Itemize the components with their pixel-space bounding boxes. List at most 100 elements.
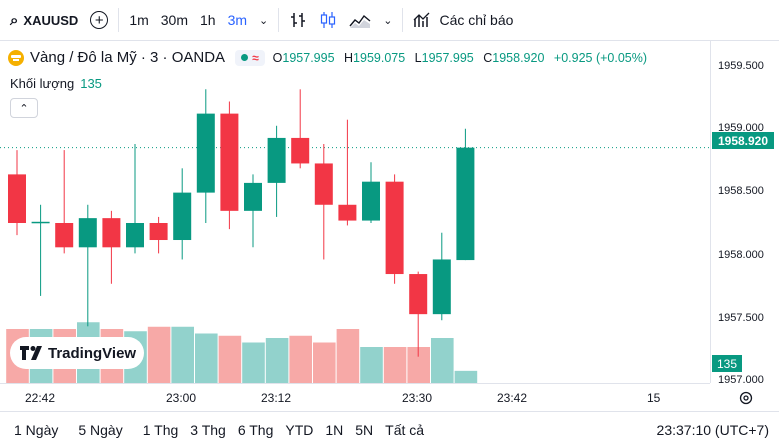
low-value: 1957.995 [421, 50, 474, 65]
candle-body [456, 147, 475, 261]
candle-body [267, 137, 286, 183]
bar-style-icon [291, 13, 306, 27]
chevron-down-icon[interactable]: ⌄ [259, 14, 269, 27]
status-dot-icon [241, 54, 249, 61]
volume-bar [360, 347, 383, 383]
approx-icon: ≈ [252, 50, 259, 65]
volume-legend: Khối lượng 135 [10, 76, 102, 91]
price-tick: 1959.500 [718, 60, 764, 72]
volume-bar [242, 342, 265, 383]
area-style-button[interactable] [343, 0, 377, 41]
candle-body [149, 223, 168, 241]
close-key: C [483, 50, 493, 65]
range-bar: 1 Ngày 5 Ngày 1 Thg 3 Thg 6 Thg YTD 1N 5… [0, 411, 779, 448]
bars-style-button[interactable] [283, 0, 313, 41]
market-status-badge[interactable]: ≈ [235, 49, 265, 66]
range-1d[interactable]: 1 Ngày [14, 422, 59, 438]
collapse-legend-button[interactable]: ⌃ [10, 98, 38, 118]
last-price-tag: 1958.920 [712, 132, 774, 149]
volume-bar [407, 347, 430, 383]
time-tick: 15 [647, 391, 661, 405]
clock[interactable]: 23:37:10 (UTC+7) [656, 422, 769, 438]
candle-body [291, 137, 310, 164]
ohlc-values: O1957.995 H1959.075 L1957.995 C1958.920 … [273, 51, 647, 65]
range-all[interactable]: Tất cả [385, 422, 425, 438]
chevron-down-icon[interactable]: ⌄ [383, 14, 393, 27]
symbol-label: XAUUSD [23, 12, 79, 28]
indicators-label: Các chỉ báo [439, 12, 514, 28]
price-tick: 1958.000 [718, 249, 764, 261]
interval-1h[interactable]: 1h [200, 12, 216, 28]
price-tick: 1958.500 [718, 185, 764, 197]
compare-button[interactable]: + [84, 0, 114, 41]
candle-body [220, 113, 239, 211]
high-value: 1959.075 [353, 50, 406, 65]
low-key: L [414, 50, 422, 65]
time-tick: 23:30 [402, 391, 433, 405]
symbol-title[interactable]: Vàng / Đô la Mỹ · 3 · OANDA [30, 49, 226, 66]
volume-bar [431, 338, 454, 383]
candle-body [409, 274, 428, 315]
volume-label: Khối lượng [10, 76, 75, 91]
interval-30m[interactable]: 30m [160, 12, 188, 28]
indicators-button[interactable]: Các chỉ báo [407, 0, 519, 41]
candle-body [432, 259, 451, 315]
time-tick: 22:42 [25, 391, 56, 405]
candle-body [126, 223, 144, 248]
search-icon: ⌕ [10, 11, 19, 29]
price-axis[interactable] [710, 41, 779, 383]
candle-body [385, 181, 404, 275]
volume-value: 135 [80, 76, 102, 91]
range-6m[interactable]: 6 Thg [237, 422, 274, 438]
range-3m[interactable]: 3 Thg [190, 422, 226, 438]
candle-body [31, 221, 50, 224]
candle-body [338, 204, 357, 221]
volume-bar [313, 342, 336, 383]
candle-body [362, 181, 380, 221]
tradingview-logo[interactable]: TradingView [10, 337, 144, 369]
price-tick: 1959.000 [718, 122, 764, 134]
volume-bar [147, 326, 171, 383]
time-axis[interactable]: 22:42 23:00 23:12 23:30 23:42 15 [0, 383, 710, 411]
open-value: 1957.995 [282, 50, 335, 65]
candle-body [102, 218, 121, 248]
interval-1m[interactable]: 1m [129, 12, 149, 28]
candle-body [55, 223, 74, 248]
candle-body [78, 218, 97, 248]
candles-style-button[interactable] [313, 0, 343, 41]
volume-bar [289, 335, 312, 383]
symbol-search[interactable]: ⌕ XAUUSD [0, 0, 84, 41]
candle-body [196, 113, 215, 193]
open-key: O [272, 50, 283, 65]
indicators-icon [413, 11, 433, 29]
range-ytd[interactable]: YTD [285, 422, 314, 438]
volume-tag: 135 [712, 355, 742, 372]
range-5d[interactable]: 5 Ngày [78, 422, 123, 438]
volume-bar [336, 329, 360, 383]
close-value: 1958.920 [492, 50, 545, 65]
range-5y[interactable]: 5N [355, 422, 374, 438]
settings-button[interactable] [736, 388, 756, 408]
chart-pane[interactable] [0, 41, 710, 383]
area-style-icon [349, 14, 371, 28]
candle-chart[interactable] [0, 41, 710, 383]
range-1m[interactable]: 1 Thg [142, 422, 179, 438]
volume-bar [454, 370, 478, 383]
price-tick: 1957.500 [718, 312, 764, 324]
range-1y[interactable]: 1N [325, 422, 344, 438]
volume-bar [383, 347, 407, 383]
candle-body [314, 163, 333, 205]
time-tick: 23:42 [497, 391, 528, 405]
divider [278, 8, 280, 32]
symbol-legend: Vàng / Đô la Mỹ · 3 · OANDA ≈ O1957.995 … [8, 49, 647, 66]
top-toolbar: ⌕ XAUUSD + 1m 30m 1h 3m ⌄ ⌄ Các chỉ báo [0, 0, 779, 41]
gear-icon [739, 391, 753, 405]
candle-body [8, 174, 26, 223]
divider [118, 8, 120, 32]
volume-bar [195, 333, 218, 383]
divider [402, 8, 404, 32]
chevron-up-icon: ⌃ [19, 102, 29, 115]
interval-3m[interactable]: 3m [227, 12, 248, 28]
candle-body [173, 192, 192, 241]
